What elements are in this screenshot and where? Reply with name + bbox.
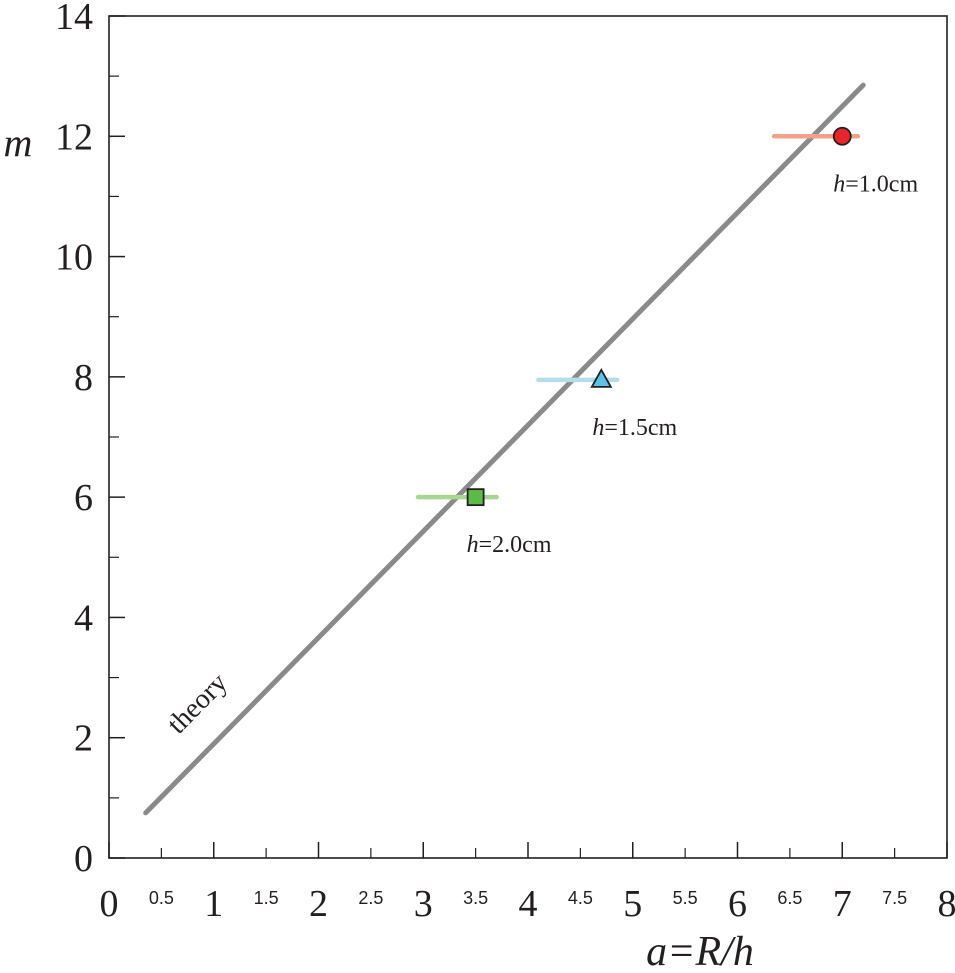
point-label-rest: =1.0cm <box>845 171 918 197</box>
y-tick-label: 4 <box>74 597 93 639</box>
tick-labels: 0 1 2 3 4 5 6 7 80.5 1.5 2.5 3.5 4.5 5.5 6.5 7.50246810… <box>55 0 955 925</box>
y-tick-label: 14 <box>55 0 93 38</box>
y-tick-label: 12 <box>55 116 93 158</box>
x-tick-label: 0 <box>100 883 119 925</box>
y-tick-label: 6 <box>74 477 93 519</box>
x-axis-label: a=R/h <box>646 929 754 973</box>
x-minor-tick-label: 6.5 <box>777 888 802 908</box>
point-circle <box>832 126 852 146</box>
x-tick-label: 5 <box>623 883 642 925</box>
x-tick-label: 2 <box>309 883 328 925</box>
plot-frame <box>108 15 948 859</box>
x-tick-label: 6 <box>728 883 747 925</box>
point-label-rest: =1.5cm <box>604 415 677 441</box>
y-tick-label: 0 <box>74 838 93 880</box>
x-minor-tick-label: 2.5 <box>358 888 383 908</box>
x-tick-label: 1 <box>204 883 223 925</box>
point-label: h=1.0cm <box>833 171 918 197</box>
point-label: h=2.0cm <box>467 532 552 558</box>
x-tick-label: 8 <box>938 883 955 925</box>
minor-ticks <box>109 75 896 858</box>
x-minor-tick-label: 4.5 <box>568 888 593 908</box>
point-square <box>466 488 485 507</box>
y-tick-label: 8 <box>74 357 93 399</box>
x-minor-tick-label: 1.5 <box>254 888 279 908</box>
y-tick-label: 10 <box>55 237 93 279</box>
theory-series: theory <box>143 82 866 816</box>
point-label-italic: h <box>467 532 479 558</box>
y-axis-label: m <box>4 120 33 165</box>
x-minor-tick-label: 0.5 <box>149 888 174 908</box>
x-tick-label: 4 <box>519 883 538 925</box>
y-tick-label: 2 <box>74 718 93 760</box>
x-minor-tick-label: 7.5 <box>882 888 907 908</box>
x-minor-tick-label: 5.5 <box>673 888 698 908</box>
point-label-rest: =2.0cm <box>479 532 552 558</box>
major-ticks <box>108 15 948 859</box>
point-triangle <box>590 368 613 388</box>
theory-label: theory <box>161 667 233 740</box>
point-label-italic: h <box>592 415 604 441</box>
x-tick-label: 7 <box>833 883 852 925</box>
x-tick-label: 3 <box>414 883 433 925</box>
point-label: h=1.5cm <box>592 415 677 441</box>
x-minor-tick-label: 3.5 <box>463 888 488 908</box>
point-label-italic: h <box>833 171 845 197</box>
theory-line <box>143 82 866 816</box>
